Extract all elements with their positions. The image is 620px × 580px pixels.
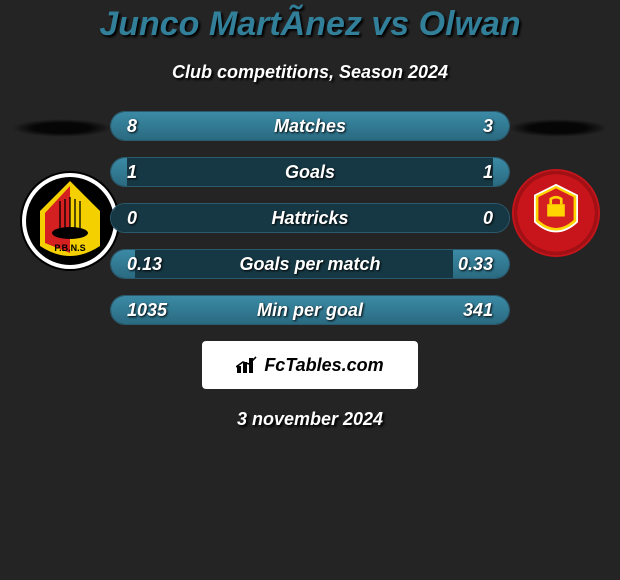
stat-row-text: 0 Hattricks 0 [111, 204, 509, 232]
stat-left-value: 0.13 [127, 254, 162, 275]
stat-label: Min per goal [257, 300, 363, 321]
stat-left-value: 0 [127, 208, 137, 229]
stat-right-value: 3 [483, 116, 493, 137]
stat-right-value: 0.33 [458, 254, 493, 275]
date-text: 3 november 2024 [0, 409, 620, 430]
stat-left-value: 1 [127, 162, 137, 183]
stat-right-value: 1 [483, 162, 493, 183]
stat-right-value: 341 [463, 300, 493, 321]
crest-left-icon: P.B.N.S [20, 171, 120, 271]
footer-attribution: FcTables.com [202, 341, 418, 389]
stats-area: P.B.N.S 8 Matches 3 1 Goals 1 0 Hattricks 0 0.13 G… [0, 111, 620, 325]
left-team-crest: P.B.N.S [20, 171, 120, 271]
left-shadow-ellipse [12, 119, 112, 137]
right-shadow-ellipse [508, 119, 608, 137]
stat-row: 1035 Min per goal 341 [110, 295, 510, 325]
stat-row-text: 1035 Min per goal 341 [111, 296, 509, 324]
stat-row: 0 Hattricks 0 [110, 203, 510, 233]
stat-label: Matches [274, 116, 346, 137]
right-team-crest [512, 169, 600, 257]
bar-chart-icon [236, 356, 258, 374]
stat-left-value: 1035 [127, 300, 167, 321]
page-title: Junco MartÃ­nez vs Olwan [0, 5, 620, 44]
footer-text: FcTables.com [264, 355, 383, 376]
subtitle: Club competitions, Season 2024 [0, 62, 620, 83]
crest-right-icon [512, 169, 600, 257]
stat-row: 0.13 Goals per match 0.33 [110, 249, 510, 279]
stat-row-text: 8 Matches 3 [111, 112, 509, 140]
stat-label: Hattricks [271, 208, 348, 229]
stat-left-value: 8 [127, 116, 137, 137]
stat-label: Goals [285, 162, 335, 183]
stat-right-value: 0 [483, 208, 493, 229]
stat-row: 8 Matches 3 [110, 111, 510, 141]
svg-text:P.B.N.S: P.B.N.S [54, 243, 85, 253]
stat-row-text: 0.13 Goals per match 0.33 [111, 250, 509, 278]
stat-row-text: 1 Goals 1 [111, 158, 509, 186]
stat-label: Goals per match [239, 254, 380, 275]
stat-row: 1 Goals 1 [110, 157, 510, 187]
